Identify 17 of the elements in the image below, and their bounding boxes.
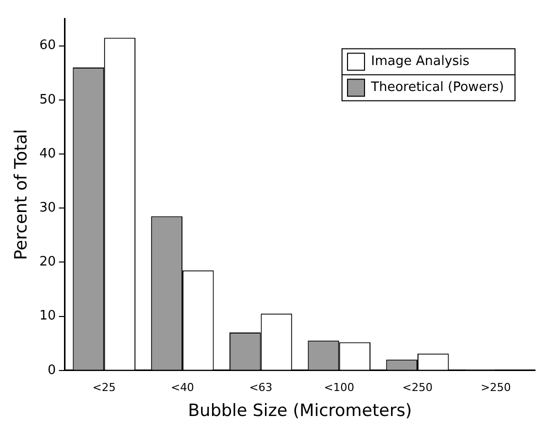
y-tick-label: 50 bbox=[39, 92, 56, 108]
x-tick-label: <100 bbox=[324, 380, 354, 394]
x-tick-label: <25 bbox=[92, 380, 116, 394]
y-axis-title: Percent of Total bbox=[12, 129, 32, 260]
y-tick-label: 20 bbox=[39, 254, 56, 270]
x-tick-label: <40 bbox=[170, 380, 194, 394]
y-tick-label: 40 bbox=[39, 146, 56, 162]
x-tick-label: <250 bbox=[402, 380, 433, 394]
legend-label: Image Analysis bbox=[371, 54, 470, 70]
legend-label: Theoretical (Powers) bbox=[370, 80, 504, 96]
y-tick-label: 10 bbox=[39, 308, 56, 324]
y-tick-label: 60 bbox=[39, 38, 56, 54]
x-axis-title: Bubble Size (Micrometers) bbox=[188, 401, 412, 422]
x-tick-label: <63 bbox=[249, 380, 272, 394]
y-tick-label: 30 bbox=[39, 200, 56, 216]
x-tick-label: >250 bbox=[480, 380, 511, 394]
y-tick-label: 0 bbox=[48, 362, 56, 378]
